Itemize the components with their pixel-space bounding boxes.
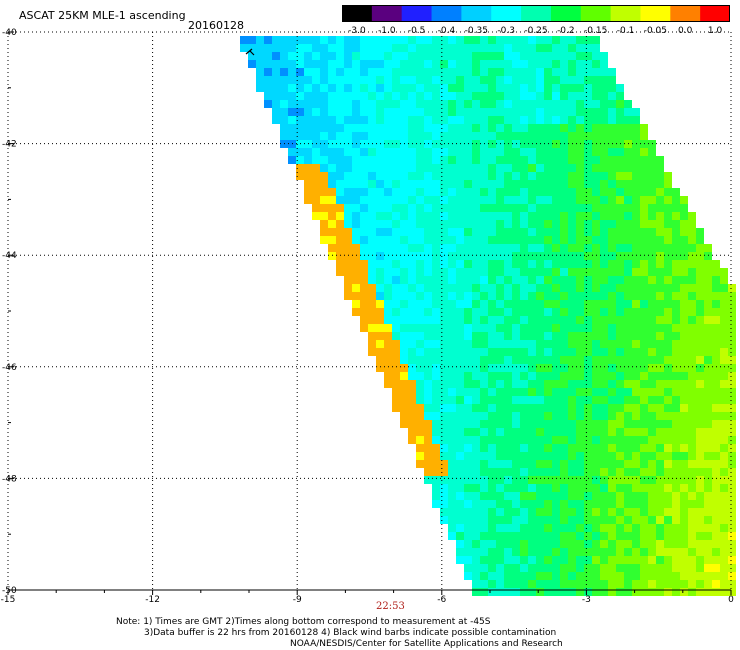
colorbar-swatch	[431, 5, 462, 22]
lat-label: -48	[2, 474, 17, 484]
colorbar-swatch	[521, 5, 552, 22]
colorbar-swatch	[342, 5, 373, 22]
lon-label: -9	[293, 595, 302, 605]
colorbar-label: -3.0	[348, 26, 366, 36]
axis-labels: -40 -42 -44 -46 -48 -50-15 -12 -9 -6 -3 0	[1, 28, 734, 605]
colorbar-label: -0.3	[497, 26, 515, 36]
colorbar-label: 1.0	[707, 26, 723, 36]
lon-label: -3	[582, 595, 591, 605]
colorbar-labels: -3.0 -1.0 -0.5 -0.4 -0.35 -0.3 -0.25 -0.2 -0.15-…	[342, 26, 730, 38]
colorbar-swatch	[401, 5, 433, 22]
colorbar-swatch	[491, 5, 522, 22]
colorbar-label: -0.05	[643, 26, 668, 36]
colorbar-swatch	[700, 5, 730, 22]
map-title: ASCAT 25KM MLE-1 ascending	[19, 9, 186, 22]
colorbar-label: -0.25	[524, 26, 548, 36]
lat-label: -40	[2, 28, 17, 38]
note-line-3: NOAA/NESDIS/Center for Satellite Applica…	[290, 639, 563, 649]
lon-label: -15	[1, 595, 16, 605]
colorbar-swatch	[461, 5, 492, 22]
colorbar-swatch	[371, 5, 403, 22]
colorbar-swatch	[670, 5, 701, 22]
colorbar-label: -0.15	[584, 26, 608, 36]
lat-label: -44	[2, 251, 17, 261]
lat-label: -50	[2, 586, 17, 596]
wind-barb	[245, 48, 255, 56]
colorbar-label: -0.2	[557, 26, 575, 36]
note-line-1: Note: 1) Times are GMT 2)Times along bot…	[116, 617, 491, 627]
colorbar-swatch	[580, 5, 612, 22]
colorbar-label: -1.0	[377, 26, 396, 36]
colorbar	[342, 5, 730, 22]
colorbar-label: -0.5	[407, 26, 426, 36]
colorbar-swatch	[550, 5, 582, 22]
map-axes	[7, 31, 732, 595]
lat-label: -42	[2, 140, 17, 150]
colorbar-swatch	[640, 5, 671, 22]
wind-data-swath	[240, 36, 736, 596]
colorbar-label: -0.1	[616, 26, 635, 36]
lon-label: -6	[437, 595, 446, 605]
note-line-2: 3)Data buffer is 22 hrs from 20160128 4)…	[144, 628, 557, 638]
colorbar-label: 0.0	[678, 26, 693, 36]
lon-label: -12	[145, 595, 160, 605]
lon-label: 0	[728, 595, 734, 605]
colorbar-label: -0.35	[464, 26, 488, 36]
colorbar-swatch	[610, 5, 642, 22]
swath-time-label: 22:53	[376, 601, 405, 612]
lat-label: -46	[2, 363, 17, 373]
map-date: 20160128	[188, 19, 244, 32]
colorbar-label: -0.4	[437, 26, 456, 36]
